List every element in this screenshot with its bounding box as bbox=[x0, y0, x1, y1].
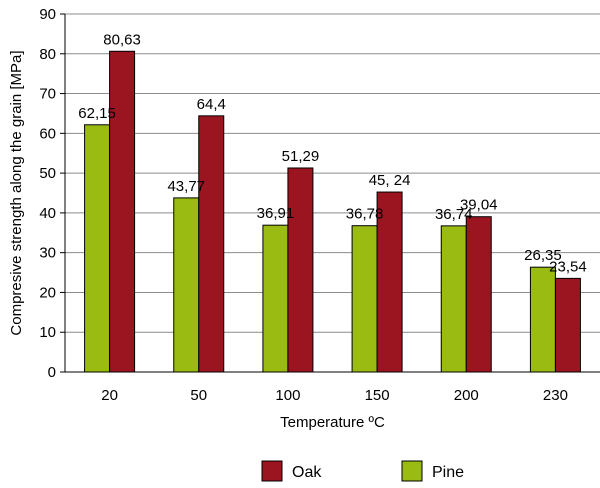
bar-oak bbox=[376, 191, 403, 373]
y-tick-label: 60 bbox=[39, 125, 56, 142]
y-tick-label: 30 bbox=[39, 245, 56, 262]
y-tick-label: 90 bbox=[39, 6, 56, 23]
y-tick-label: 50 bbox=[39, 165, 56, 182]
data-label-oak: 45, 24 bbox=[369, 172, 411, 189]
bar-oak bbox=[198, 115, 225, 373]
data-label-oak: 39,04 bbox=[460, 197, 498, 214]
y-tick-label: 10 bbox=[39, 324, 56, 341]
bar-pine bbox=[84, 124, 111, 373]
data-label-pine: 62,15 bbox=[78, 105, 116, 122]
data-label-pine: 36,74 bbox=[435, 206, 473, 223]
y-tick-label: 0 bbox=[48, 364, 56, 381]
bar-oak bbox=[554, 277, 581, 373]
x-tick-label: 230 bbox=[543, 387, 568, 404]
x-axis-ticks: 20 50 100 150 200 230 bbox=[101, 387, 568, 404]
bar-pine bbox=[529, 266, 556, 373]
gridlines bbox=[65, 13, 600, 333]
data-label-pine: 26,35 bbox=[524, 247, 562, 264]
legend-swatch-oak bbox=[261, 460, 283, 482]
y-tick-label: 80 bbox=[39, 46, 56, 63]
bar-pine bbox=[440, 225, 467, 373]
data-label-pine: 43,77 bbox=[167, 178, 205, 195]
legend-swatch-pine bbox=[401, 460, 423, 482]
bar-pine bbox=[173, 197, 200, 373]
data-label-oak: 23,54 bbox=[549, 258, 587, 275]
bar-oak bbox=[287, 167, 314, 373]
x-tick-label: 150 bbox=[365, 387, 390, 404]
bar-oak bbox=[109, 50, 136, 373]
y-tick-label: 40 bbox=[39, 205, 56, 222]
data-label-oak: 80,63 bbox=[103, 31, 141, 48]
data-label-pine: 36,78 bbox=[346, 206, 384, 223]
y-axis-title: Compresive strength along the grain [MPa… bbox=[8, 50, 25, 335]
data-label-pine: 36,91 bbox=[257, 205, 295, 222]
data-label-oak: 51,29 bbox=[282, 148, 320, 165]
legend-label-pine: Pine bbox=[432, 464, 464, 481]
y-tick-label: 20 bbox=[39, 284, 56, 301]
data-label-oak: 64,4 bbox=[197, 96, 226, 113]
x-tick-label: 20 bbox=[101, 387, 118, 404]
legend: Oak Pine bbox=[261, 460, 464, 482]
bar-pine bbox=[351, 225, 378, 373]
bars bbox=[84, 50, 581, 373]
bar-pine bbox=[262, 224, 289, 373]
legend-label-oak: Oak bbox=[292, 464, 322, 481]
y-tick-label: 70 bbox=[39, 86, 56, 103]
x-tick-label: 50 bbox=[190, 387, 207, 404]
x-axis-title: Temperature ºC bbox=[280, 414, 385, 431]
data-labels: 62,15 80,63 43,77 64,4 36,91 51,29 36,78 45, 24… bbox=[78, 31, 586, 275]
x-tick-label: 100 bbox=[275, 387, 300, 404]
bar-oak bbox=[465, 216, 492, 373]
x-tick-label: 200 bbox=[454, 387, 479, 404]
y-axis-ticks: 0 10 20 30 40 50 60 70 80 90 bbox=[39, 6, 65, 381]
